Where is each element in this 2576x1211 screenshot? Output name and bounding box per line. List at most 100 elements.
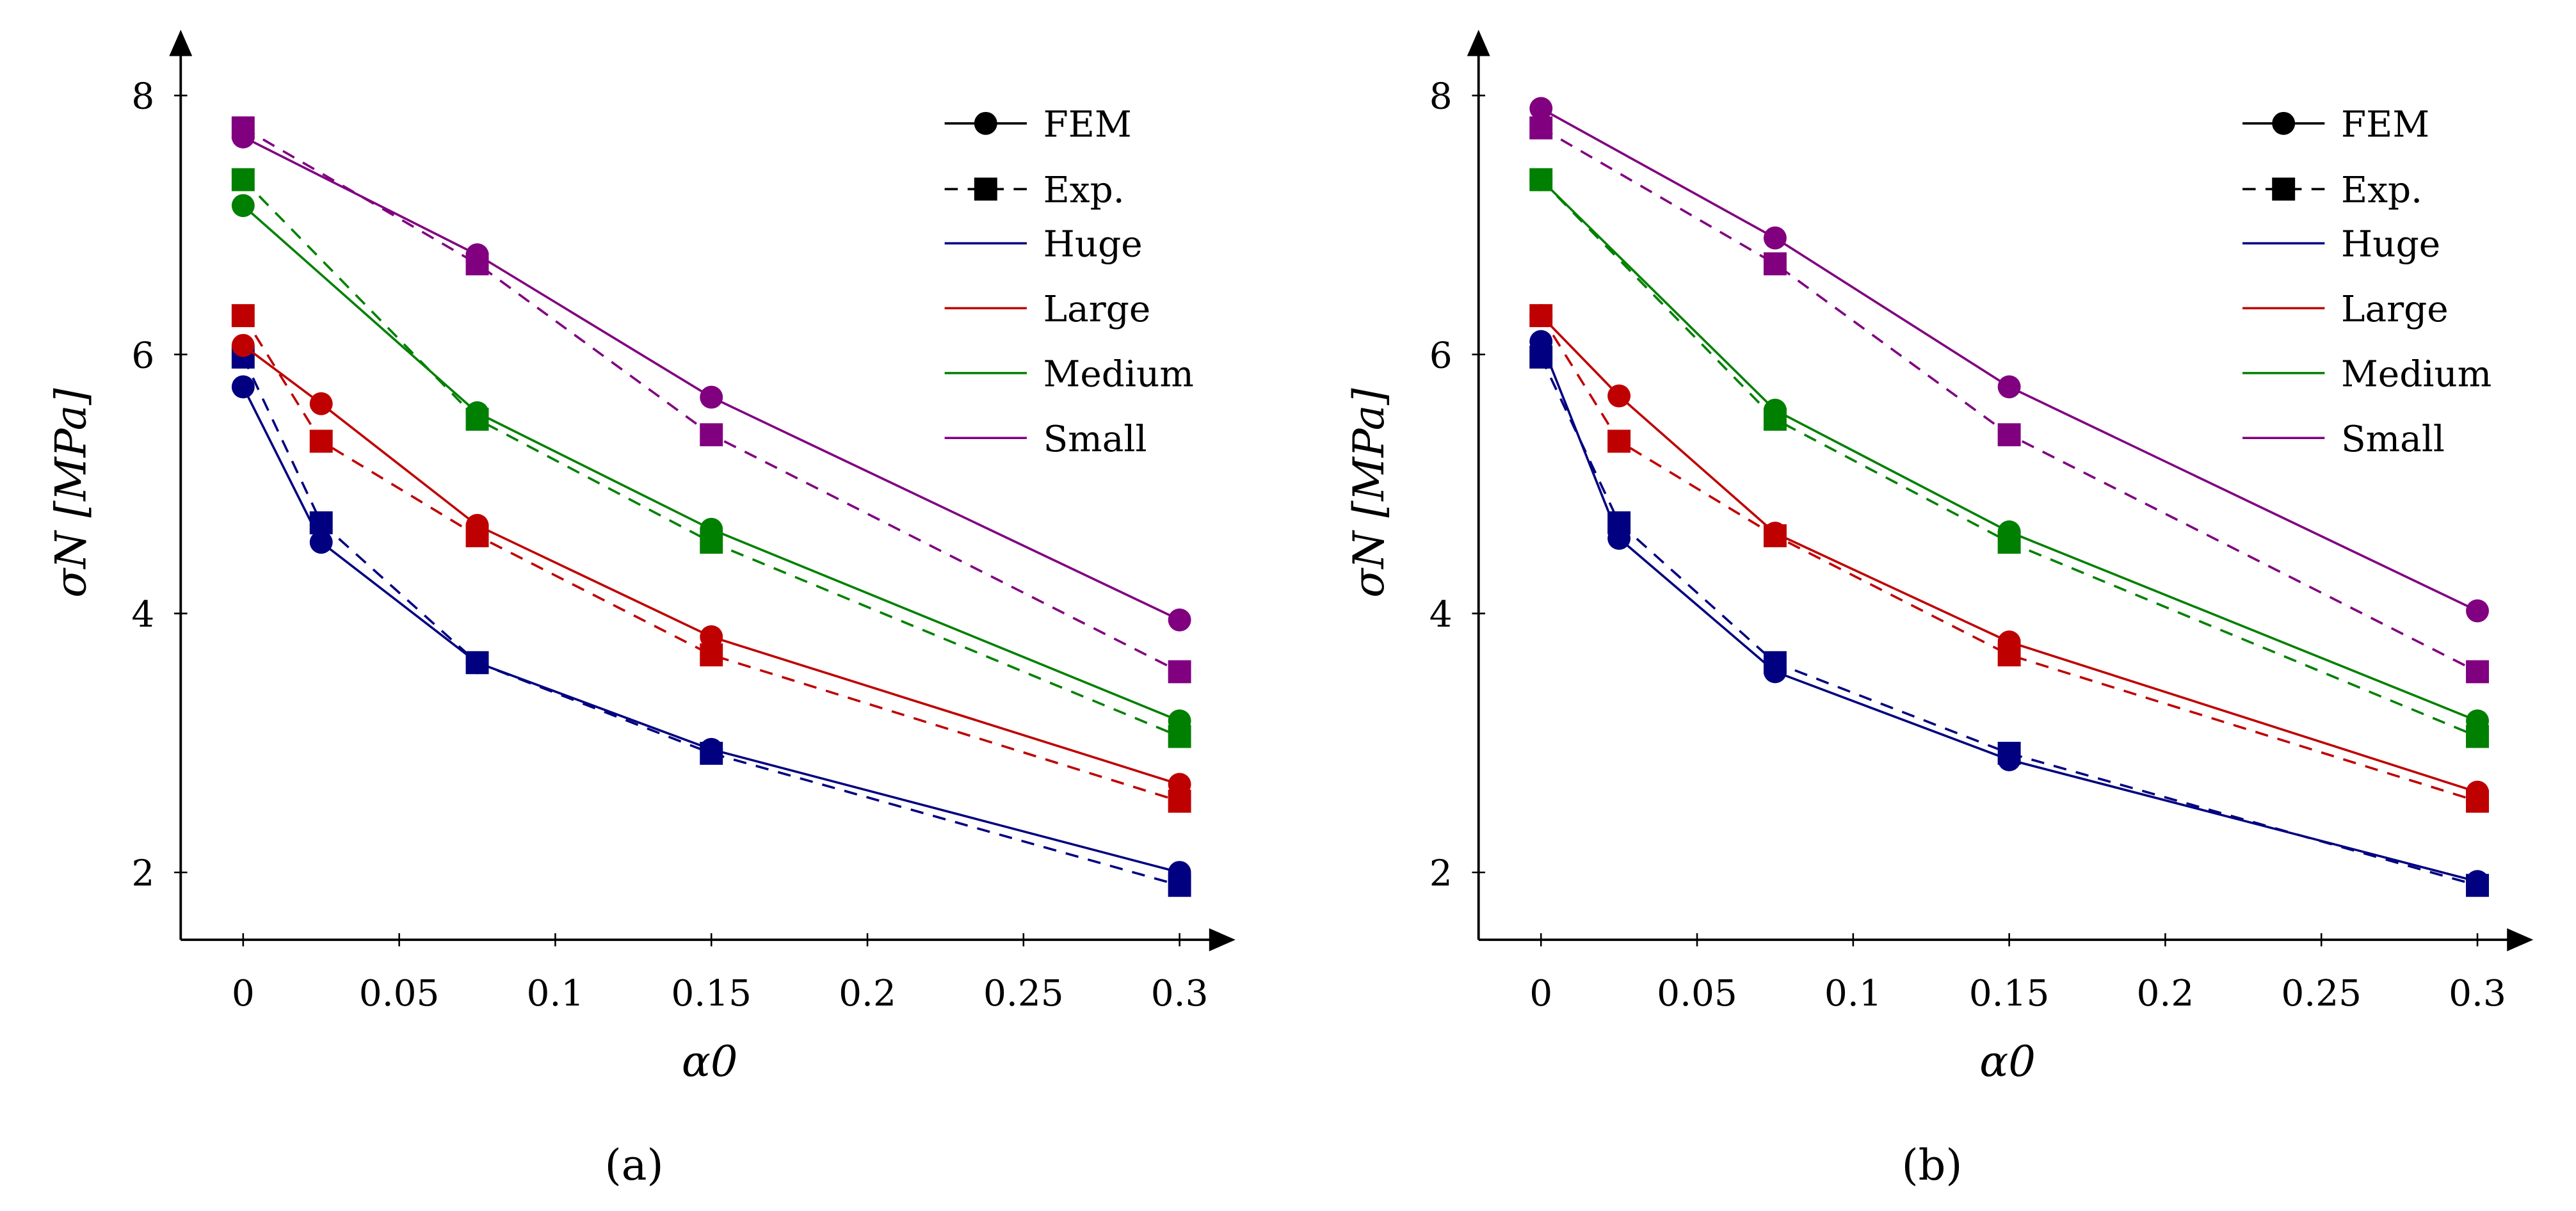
- series-line: [242, 344, 1180, 786]
- y-axis-arrow: [169, 29, 193, 56]
- series-large-exp: [1529, 304, 2489, 813]
- data-point-circle: [1763, 226, 1787, 250]
- y-tick-label: 2: [1429, 853, 1453, 895]
- y-tick-label: 6: [131, 335, 154, 376]
- y-tick-label: 8: [1429, 76, 1453, 118]
- chart-a: 0 0.05 0.1 0.15 0.2 0.25 0.3 2 4 6 8 α0 σN [MPa] (a) F…: [45, 29, 1236, 1190]
- y-tick-label: 4: [131, 594, 154, 636]
- data-point-circle: [231, 333, 255, 357]
- series-line: [242, 204, 1180, 722]
- data-point-circle: [700, 625, 723, 648]
- data-point-square: [1997, 643, 2021, 667]
- data-point-square: [1997, 741, 2021, 765]
- data-point-square: [231, 168, 255, 191]
- data-point-square: [1607, 511, 1631, 534]
- y-axis-label: σN [MPa]: [1344, 388, 1394, 598]
- series-small-fem: [1529, 97, 2489, 623]
- data-point-square: [1529, 304, 1553, 328]
- series-huge-fem: [1529, 330, 2489, 894]
- y-axis-arrow: [1467, 29, 1490, 56]
- data-point-square: [1763, 651, 1787, 675]
- data-point-square: [1763, 524, 1787, 548]
- data-point-square: [1607, 429, 1631, 453]
- data-point-square: [2466, 789, 2489, 813]
- y-tick-label: 2: [131, 853, 154, 895]
- data-point-circle: [700, 385, 723, 409]
- x-tick-label: 0.25: [983, 973, 1064, 1015]
- data-point-circle: [231, 375, 255, 399]
- data-point-square: [1997, 423, 2021, 447]
- data-point-square: [2466, 725, 2489, 748]
- data-point-circle: [2466, 599, 2489, 623]
- legend-label: Huge: [2341, 224, 2440, 266]
- series-line: [1540, 107, 2478, 612]
- legend: FEM Exp. Huge Large Medium Small: [944, 104, 1194, 460]
- x-axis-label: α0: [682, 1036, 738, 1086]
- x-axis-label: α0: [1979, 1036, 2036, 1086]
- x-tick-label: 0.3: [2449, 973, 2506, 1015]
- data-point-square: [1763, 408, 1787, 431]
- series-medium-exp: [231, 168, 1191, 748]
- legend-label: FEM: [2341, 104, 2429, 145]
- data-point-square: [700, 741, 723, 765]
- data-point-circle: [231, 194, 255, 218]
- x-tick-label: 0.3: [1151, 973, 1209, 1015]
- series-huge-exp: [1529, 345, 2489, 897]
- x-tick-label: 0.2: [839, 973, 896, 1015]
- series-line: [1540, 179, 2478, 738]
- legend-circle-marker: [2272, 111, 2296, 135]
- legend-label: Small: [1043, 419, 1147, 460]
- data-point-square: [465, 252, 489, 276]
- series-small-exp: [1529, 116, 2489, 684]
- data-point-square: [1763, 252, 1787, 276]
- y-tick-label: 6: [1429, 335, 1453, 376]
- legend-square-marker: [2272, 177, 2296, 201]
- series-line: [242, 179, 1180, 738]
- data-point-circle: [1997, 375, 2021, 399]
- data-point-circle: [309, 392, 333, 415]
- x-tick-label: 0.05: [359, 973, 440, 1015]
- legend-label: Large: [2341, 289, 2449, 330]
- series-line: [1540, 179, 2478, 722]
- data-point-square: [700, 531, 723, 554]
- data-point-square: [1997, 531, 2021, 554]
- data-point-circle: [309, 531, 333, 554]
- x-tick-label: 0.1: [1824, 973, 1882, 1015]
- data-point-square: [700, 643, 723, 667]
- series-line: [243, 136, 1180, 622]
- data-point-square: [2466, 874, 2489, 897]
- data-point-square: [465, 524, 489, 548]
- x-axis-arrow: [2507, 928, 2534, 952]
- data-point-square: [1168, 725, 1191, 748]
- caption: (a): [605, 1140, 664, 1190]
- data-point-square: [1529, 345, 1553, 369]
- data-point-square: [231, 304, 255, 328]
- x-tick-label: 0.15: [671, 973, 752, 1015]
- legend-label: FEM: [1043, 104, 1132, 145]
- data-point-square: [1529, 168, 1553, 191]
- x-tick-label: 0.05: [1657, 973, 1737, 1015]
- x-tick-label: 0: [232, 973, 255, 1015]
- series-line: [242, 127, 1180, 673]
- data-point-square: [700, 423, 723, 447]
- data-point-circle: [1607, 384, 1631, 408]
- chart-b: 0 0.05 0.1 0.15 0.2 0.25 0.3 2 4 6 8 α0 σN [MPa] (b) F…: [1344, 29, 2534, 1190]
- x-tick-label: 0.25: [2281, 973, 2362, 1015]
- series-line: [1540, 127, 2478, 673]
- x-tick-label: 0.1: [527, 973, 584, 1015]
- legend-label: Medium: [1043, 353, 1194, 395]
- data-point-square: [2466, 660, 2489, 684]
- data-point-square: [465, 651, 489, 675]
- data-point-circle: [1168, 608, 1191, 632]
- legend-label: Small: [2341, 419, 2445, 460]
- series-line: [1540, 341, 2478, 883]
- x-tick-label: 0.2: [2137, 973, 2194, 1015]
- y-axis-label: σN [MPa]: [45, 388, 95, 598]
- data-point-square: [1168, 789, 1191, 813]
- series-small-exp: [231, 116, 1191, 684]
- caption: (b): [1902, 1140, 1963, 1190]
- series-medium-exp: [1529, 168, 2489, 748]
- x-tick-label: 0.15: [1969, 973, 2050, 1015]
